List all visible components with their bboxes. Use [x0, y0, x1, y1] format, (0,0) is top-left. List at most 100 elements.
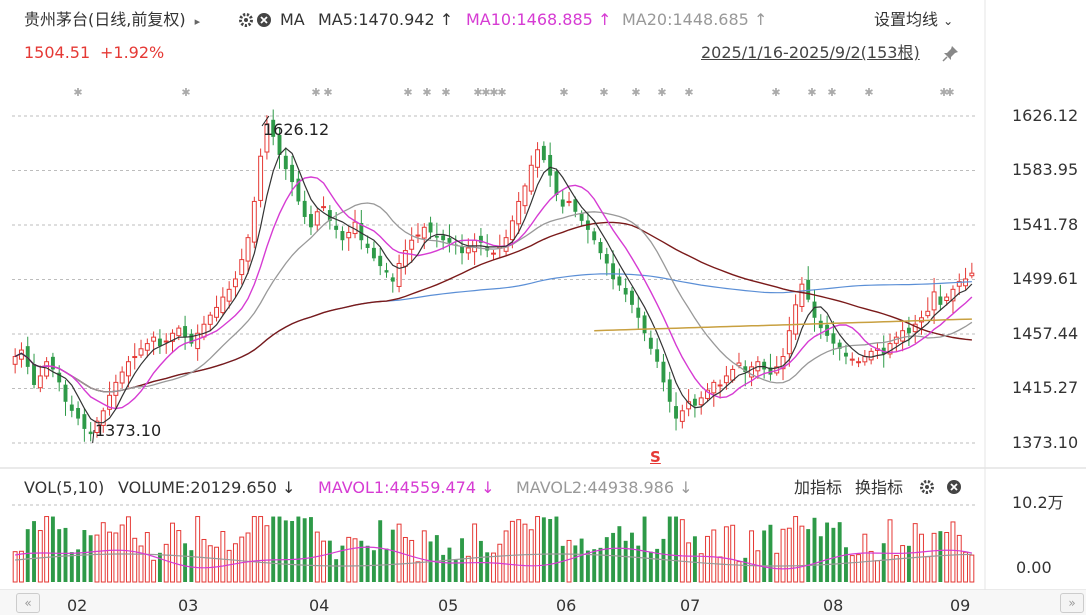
candle-body: [956, 281, 962, 287]
volume-bar: [837, 522, 842, 582]
event-marker: ✱: [311, 86, 320, 99]
volume-bar: [950, 521, 956, 583]
candle-body: [207, 314, 213, 325]
candle-body: [415, 234, 421, 237]
candle-body: [636, 307, 641, 318]
volume-bar: [881, 543, 886, 582]
volume-bar: [258, 516, 264, 583]
candle-body: [806, 279, 811, 300]
candle-body: [220, 296, 226, 314]
volume-bar: [346, 536, 352, 583]
volume-bar: [290, 520, 295, 582]
volume-bar: [667, 516, 672, 582]
sell-signal-marker[interactable]: S: [650, 448, 661, 466]
volume-bar: [472, 523, 478, 583]
volume-bar: [25, 529, 30, 582]
volume-bar: [919, 533, 924, 583]
volume-bar: [340, 545, 345, 582]
play-icon[interactable]: ▸: [194, 15, 201, 28]
candle-body: [938, 296, 943, 305]
volume-bar: [163, 543, 169, 583]
candle-body: [969, 272, 975, 277]
candle-body: [799, 283, 805, 307]
candle-body: [509, 220, 515, 241]
date-range-link[interactable]: 2025/1/16-2025/9/2(153根): [701, 43, 920, 62]
event-marker: ✱: [497, 86, 506, 99]
volume-bar: [642, 516, 647, 582]
candle-body: [125, 361, 131, 377]
ma20-value: MA20:1448.685 ↑: [622, 10, 767, 30]
stock-title[interactable]: 贵州茅台(日线,前复权) ▸: [24, 10, 200, 32]
chevron-down-icon: ⌄: [943, 14, 954, 28]
candle-body: [692, 398, 697, 406]
ma250-line: [594, 318, 972, 332]
event-marker: ✱: [422, 86, 431, 99]
switch-indicator-button[interactable]: 换指标: [855, 478, 904, 497]
volume-bar: [251, 516, 257, 583]
candle-body: [302, 200, 307, 217]
volume-bar: [592, 549, 597, 582]
ma5-arrow-icon: ↑: [439, 10, 454, 29]
volume-arrow-icon: ↓: [282, 478, 296, 497]
volume-bar: [528, 529, 534, 583]
volume-bar: [113, 532, 119, 583]
candle-body: [283, 155, 288, 170]
volume-bar: [441, 554, 446, 582]
volume-bar: [239, 536, 245, 583]
event-marker: ✱: [489, 86, 498, 99]
gear-icon[interactable]: [238, 12, 254, 32]
candle-body: [144, 343, 150, 351]
add-indicator-button[interactable]: 加指标: [794, 478, 843, 497]
volume-bar: [623, 540, 628, 582]
event-marker: ✱: [827, 86, 836, 99]
volume-bar: [831, 527, 836, 582]
volume-bar: [189, 550, 194, 582]
volume-bar: [302, 518, 307, 582]
candle-body: [428, 222, 433, 233]
volume-bar: [636, 545, 641, 582]
time-axis-bar: [0, 590, 1086, 615]
volume-bar: [447, 547, 452, 582]
candle-body: [32, 363, 36, 385]
low-price-annotation: 1373.10: [95, 421, 162, 440]
volume-bar: [786, 527, 792, 583]
settings-ma-button[interactable]: 设置均线 ⌄: [874, 10, 953, 31]
volume-bar: [849, 555, 855, 583]
scroll-right-button[interactable]: »: [1060, 593, 1084, 613]
candle-body: [119, 371, 125, 384]
close-icon[interactable]: [256, 12, 272, 32]
candle-body: [334, 225, 339, 230]
volume-bar: [226, 549, 232, 583]
vol-gear-icon[interactable]: [919, 479, 935, 499]
price-axis-label: 1457.44: [1012, 324, 1079, 343]
candle-body: [560, 199, 565, 207]
price-axis-label: 1499.61: [1012, 269, 1079, 288]
volume-bar: [856, 554, 862, 583]
mavol2-value: MAVOL2:44938.986 ↓: [516, 478, 693, 498]
volume-bar: [157, 552, 162, 582]
volume-bar: [421, 530, 427, 583]
pin-icon[interactable]: [942, 44, 960, 66]
candle-body: [849, 358, 855, 361]
candle-body: [290, 164, 295, 183]
event-marker: ✱: [473, 86, 482, 99]
candle-body: [359, 222, 364, 241]
volume-bar: [453, 560, 458, 582]
volume-bar: [296, 516, 301, 582]
month-label: 02: [67, 596, 88, 615]
candle-body: [421, 226, 427, 239]
vol-close-icon[interactable]: [946, 479, 962, 499]
scroll-left-button[interactable]: «: [16, 593, 40, 613]
candle-body: [113, 381, 119, 396]
volume-bar: [207, 545, 213, 583]
volume-bar: [478, 540, 483, 582]
mavol1-value: MAVOL1:44559.474 ↓: [318, 478, 495, 498]
volume-bar: [560, 545, 565, 582]
candle-body: [522, 185, 528, 207]
candle-body: [195, 332, 201, 350]
candle-body: [251, 200, 257, 243]
ma60-line: [14, 221, 972, 393]
month-label: 08: [823, 596, 844, 615]
candle-body: [881, 347, 886, 354]
